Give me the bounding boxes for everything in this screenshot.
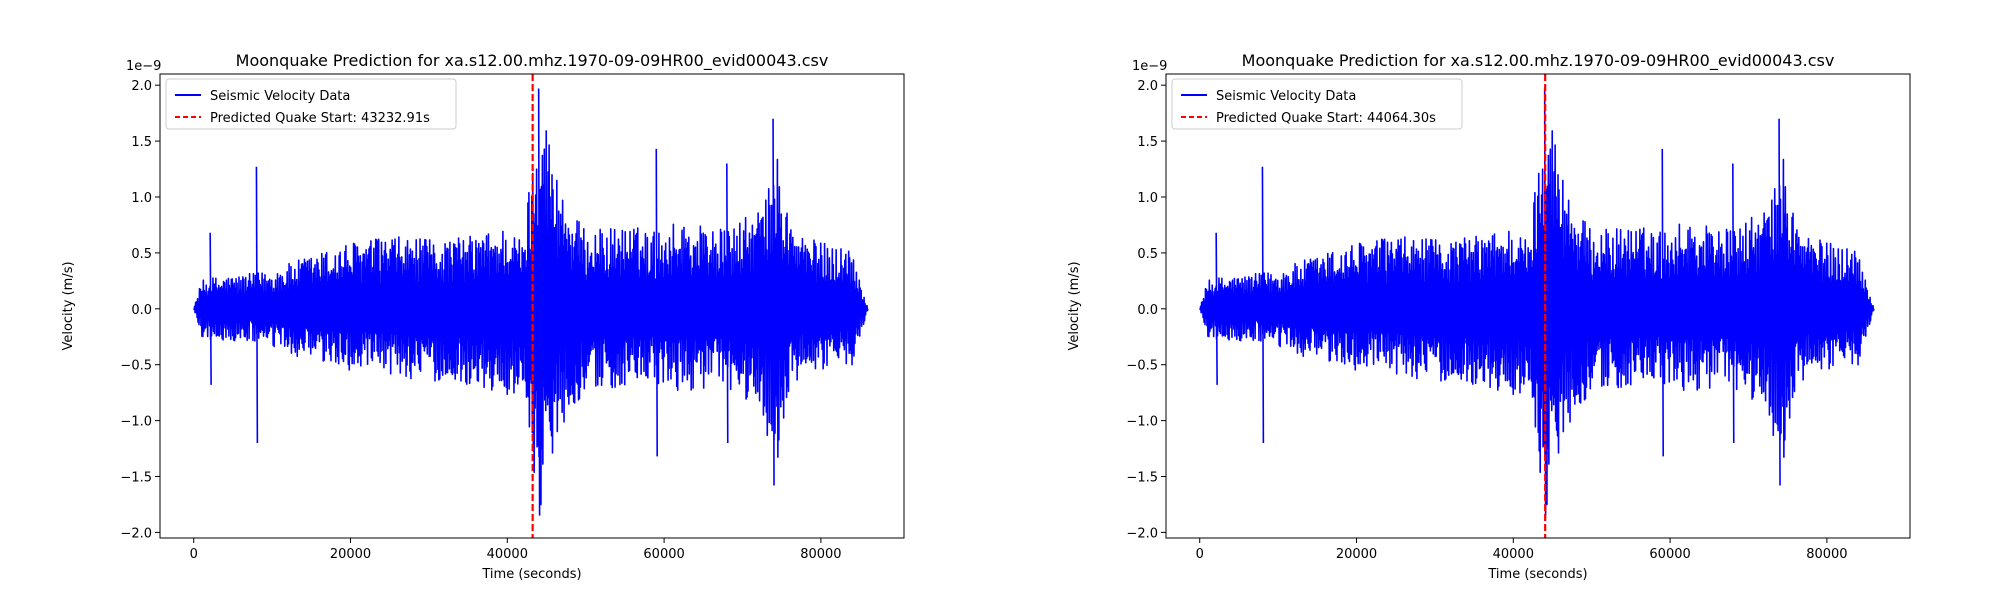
y-tick-label: 1.0 — [1137, 191, 1158, 206]
legend-label-prediction: Predicted Quake Start: 44064.30s — [1216, 111, 1436, 126]
x-tick-label: 80000 — [800, 547, 841, 562]
plot-area — [1199, 74, 1875, 538]
y-tick-label: −1.0 — [1126, 415, 1158, 430]
y-tick-label: 1.0 — [131, 191, 152, 206]
x-tick-label: 0 — [1196, 547, 1204, 562]
x-tick-label: 80000 — [1806, 547, 1847, 562]
y-tick-label: −1.5 — [1126, 471, 1158, 486]
y-tick-label: 2.0 — [1137, 79, 1158, 94]
y-tick-label: −0.5 — [1126, 359, 1158, 374]
legend-label-seismic: Seismic Velocity Data — [210, 89, 350, 104]
chart-panel-2: Moonquake Prediction for xa.s12.00.mhz.1… — [1067, 51, 1911, 582]
x-tick-label: 0 — [190, 547, 198, 562]
legend: Seismic Velocity Data Predicted Quake Sta… — [1171, 78, 1463, 130]
y-tick-label: −1.0 — [120, 415, 152, 430]
y-tick-label: 1.5 — [1137, 135, 1158, 150]
legend-box — [1171, 78, 1463, 130]
x-tick-label: 40000 — [487, 547, 528, 562]
y-tick-label: 0.0 — [131, 303, 152, 318]
y-tick-label: −2.0 — [120, 526, 152, 541]
y-offset-label: 1e−9 — [126, 59, 161, 74]
axes-frame — [159, 73, 905, 539]
y-tick-label: 1.5 — [131, 135, 152, 150]
x-axis-label: Time (seconds) — [1487, 567, 1587, 582]
chart-title: Moonquake Prediction for xa.s12.00.mhz.1… — [236, 51, 829, 71]
x-tick-label: 60000 — [1649, 547, 1690, 562]
y-tick-label: 2.0 — [131, 79, 152, 94]
legend-label-seismic: Seismic Velocity Data — [1216, 89, 1356, 104]
chart-panel-1: Moonquake Prediction for xa.s12.00.mhz.1… — [61, 51, 905, 582]
x-tick-label: 40000 — [1493, 547, 1534, 562]
y-axis-label: Velocity (m/s) — [61, 261, 76, 350]
y-tick-label: 0.0 — [1137, 303, 1158, 318]
y-axis-label: Velocity (m/s) — [1067, 261, 1082, 350]
y-tick-label: 0.5 — [1137, 247, 1158, 262]
chart-title: Moonquake Prediction for xa.s12.00.mhz.1… — [1242, 51, 1835, 71]
plot-area — [193, 74, 869, 538]
x-tick-label: 60000 — [643, 547, 684, 562]
y-tick-label: −1.5 — [120, 471, 152, 486]
seismic-velocity-series — [193, 88, 869, 516]
y-offset-label: 1e−9 — [1132, 59, 1167, 74]
y-tick-label: −2.0 — [1126, 526, 1158, 541]
legend-label-prediction: Predicted Quake Start: 43232.91s — [210, 111, 430, 126]
legend: Seismic Velocity Data Predicted Quake Sta… — [165, 78, 457, 130]
plots: Moonquake Prediction for xa.s12.00.mhz.1… — [61, 51, 1911, 582]
y-tick-label: −0.5 — [120, 359, 152, 374]
x-axis-label: Time (seconds) — [481, 567, 581, 582]
y-tick-label: 0.5 — [131, 247, 152, 262]
legend-box — [165, 78, 457, 130]
x-tick-label: 20000 — [330, 547, 371, 562]
axes-frame — [1165, 73, 1911, 539]
x-tick-label: 20000 — [1336, 547, 1377, 562]
seismic-velocity-series — [1199, 88, 1875, 516]
